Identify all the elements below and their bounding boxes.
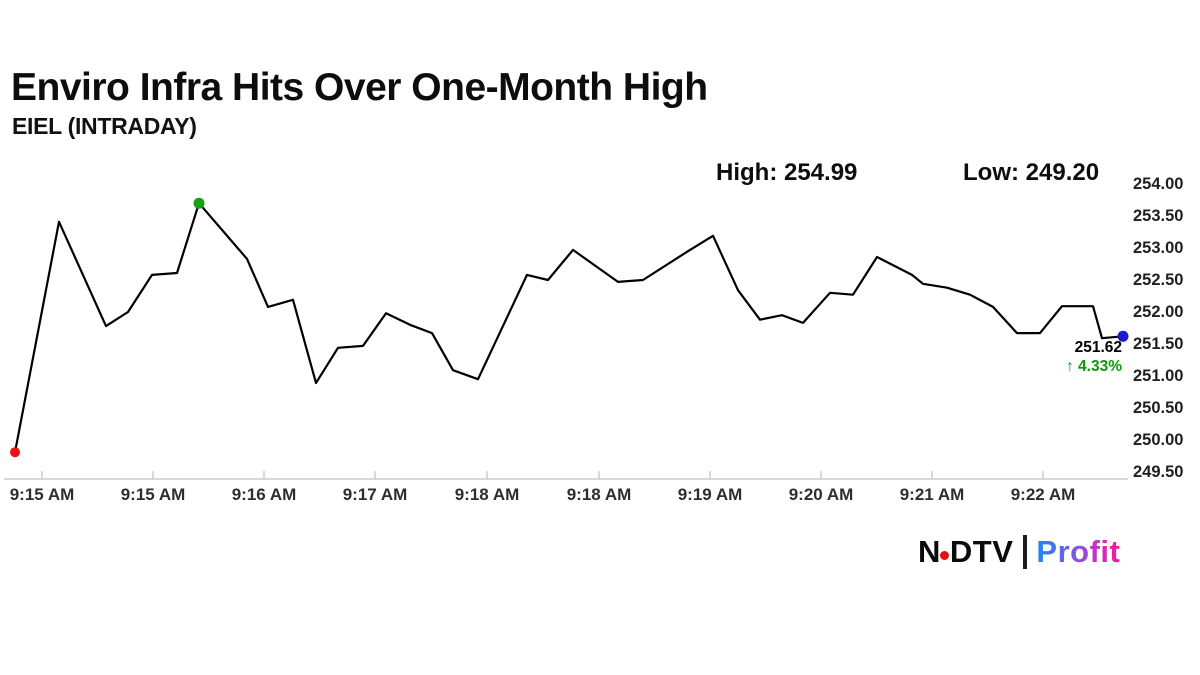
y-axis-label: 253.00 — [1133, 239, 1184, 257]
x-axis-label: 9:15 AM — [9, 485, 75, 504]
ndtv-letters-dtv: DTV — [949, 534, 1014, 569]
x-axis-label: 9:15 AM — [120, 485, 186, 504]
ndtv-red-dot-icon — [939, 550, 949, 560]
chart-subtitle: EIEL (INTRADAY) — [12, 113, 197, 139]
ndtv-wordmark: N DTV — [918, 534, 1013, 570]
x-axis-label: 9:20 AM — [788, 485, 854, 504]
price-line — [13, 202, 1125, 454]
high-stat: High: 254.99 — [716, 159, 858, 186]
ndtv-letter-n: N — [918, 534, 941, 569]
start-marker-dot — [10, 447, 20, 458]
y-axis-label: 249.50 — [1133, 463, 1184, 481]
x-axis-label: 9:21 AM — [899, 485, 965, 504]
high-marker-dot — [193, 197, 205, 209]
y-axis-label: 252.50 — [1133, 271, 1184, 289]
x-axis-labels: 9:15 AM 9:15 AM 9:16 AM 9:17 AM 9:18 AM 9:18 … — [0, 485, 1200, 509]
x-axis-label: 9:17 AM — [342, 485, 408, 504]
last-price-value: 251.62 — [1074, 339, 1122, 356]
low-stat: Low: 249.20 — [963, 159, 1100, 186]
y-axis-label: 253.50 — [1133, 207, 1184, 225]
y-axis-label: 252.00 — [1133, 303, 1184, 321]
last-price-change: ↑ 4.33% — [1065, 358, 1122, 375]
y-axis-label: 250.50 — [1133, 399, 1184, 417]
logo-divider — [1023, 535, 1028, 569]
ndtv-profit-logo: N DTV Profit — [918, 531, 1120, 573]
page-title: Enviro Infra Hits Over One-Month High — [11, 66, 708, 109]
x-axis-label: 9:18 AM — [454, 485, 520, 504]
y-axis-label: 251.00 — [1133, 367, 1184, 385]
x-axis-label: 9:16 AM — [231, 485, 297, 504]
x-axis-label: 9:22 AM — [1010, 485, 1076, 504]
x-axis-label: 9:19 AM — [677, 485, 743, 504]
y-axis-label: 250.00 — [1133, 431, 1184, 449]
last-price-dot — [1117, 330, 1129, 342]
profit-wordmark: Profit — [1036, 534, 1121, 569]
y-axis-labels: 254.00 253.50 253.00 252.50 252.00 251.50 251.… — [1133, 0, 1193, 675]
last-price-callout: 251.62 ↑ 4.33% — [1066, 339, 1122, 375]
y-axis-label: 251.50 — [1133, 335, 1184, 353]
x-axis-label: 9:18 AM — [566, 485, 632, 504]
y-axis-label: 254.00 — [1133, 175, 1184, 193]
